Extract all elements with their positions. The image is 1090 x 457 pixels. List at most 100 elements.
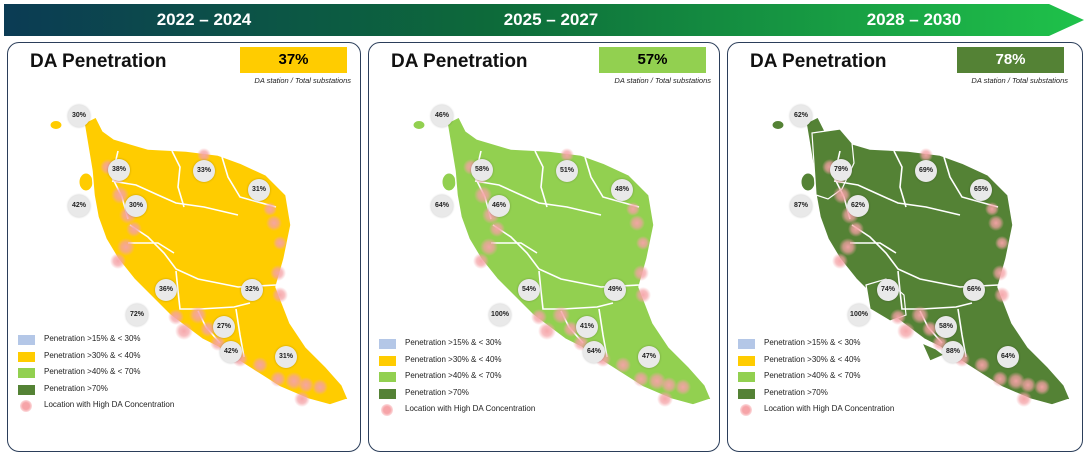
legend-swatch [738,388,755,399]
legend-label: Penetration >70% [44,383,108,393]
high-da-concentration-marker [992,371,1008,387]
high-da-concentration-marker [636,236,650,250]
high-da-concentration-marker [922,321,938,337]
high-da-concentration-marker [1016,391,1032,407]
timeline-arrow: 2022 – 2024 2025 – 2027 2028 – 2030 [4,4,1086,36]
concentration-marker-icon [20,400,32,413]
high-da-concentration-marker [560,148,574,162]
high-da-concentration-marker [897,322,915,340]
island-0 [49,120,63,130]
high-da-concentration-marker [563,321,579,337]
region-penetration-label: 36% [155,279,177,301]
region-penetration-label: 62% [847,195,869,217]
legend-label: Penetration >40% & < 70% [44,367,141,377]
panel-2025-2027: DA Penetration 57% DA station / Total su… [368,42,720,452]
state-border-5 [538,270,614,310]
region-penetration-label: 48% [611,179,633,201]
high-da-concentration-marker [633,371,649,387]
legend-swatch [379,372,396,383]
high-da-concentration-marker [312,379,328,395]
region-penetration-label: 31% [275,346,297,368]
high-da-concentration-marker [270,371,286,387]
island-0 [412,120,426,130]
high-da-concentration-marker [175,322,193,340]
region-penetration-label: 65% [970,179,992,201]
legend-label: Location with High DA Concentration [44,400,175,410]
region-penetration-label: 69% [915,160,937,182]
state-border-8 [491,242,538,254]
high-da-concentration-marker [994,287,1010,303]
region-penetration-label: 42% [68,195,90,217]
high-da-concentration-marker [189,306,207,324]
legend-label: Penetration >30% & < 40% [44,350,141,360]
region-penetration-label: 100% [848,304,870,326]
period-label-1: 2022 – 2024 [156,10,252,29]
high-da-concentration-marker [473,253,489,269]
state-border-1 [171,150,185,208]
high-da-concentration-marker [635,287,651,303]
region-penetration-label: 66% [963,279,985,301]
region-penetration-label: 72% [126,304,148,326]
state-border-4 [492,224,640,288]
legend-swatch [738,355,755,366]
high-da-concentration-marker [985,202,999,216]
region-penetration-label: 46% [431,105,453,127]
high-da-concentration-marker [661,377,677,393]
penetration-subtitle: DA station / Total substations [971,76,1068,85]
island-1 [78,172,94,192]
high-da-concentration-marker [200,321,216,337]
legend-swatch [379,388,396,399]
island-0 [771,120,785,130]
high-da-concentration-marker [272,287,288,303]
region-penetration-label: 62% [790,105,812,127]
high-da-concentration-marker [615,357,631,373]
region-penetration-label: 46% [488,195,510,217]
high-da-concentration-marker [474,186,492,204]
legend-swatch [738,372,755,383]
high-da-concentration-marker [489,221,505,237]
legend-label: Location with High DA Concentration [764,404,895,414]
high-da-concentration-marker [168,309,184,325]
timeline-arrow-shape [4,4,1084,36]
high-da-concentration-marker [538,322,556,340]
penetration-value: 57% [599,47,706,73]
region-penetration-label: 54% [518,279,540,301]
high-da-concentration-marker [995,236,1009,250]
period-label-2: 2025 – 2027 [503,10,599,29]
penetration-value: 37% [240,47,347,73]
region-penetration-label: 64% [583,341,605,363]
state-border-1 [534,150,548,208]
high-da-concentration-marker [480,238,498,256]
high-da-concentration-marker [919,148,933,162]
high-da-concentration-marker [110,253,126,269]
panel-title: DA Penetration [750,51,887,72]
legend-label: Penetration >40% & < 70% [764,371,861,381]
legend-swatch [18,335,35,345]
high-da-concentration-marker [890,309,906,325]
state-border-5 [897,270,973,310]
high-da-concentration-marker [552,306,570,324]
state-border-4 [851,224,999,288]
high-da-concentration-marker [911,306,929,324]
region-penetration-label: 79% [830,159,852,181]
island-1 [800,172,816,192]
region-penetration-label: 58% [935,316,957,338]
penetration-value: 78% [957,47,1064,73]
state-border-4 [129,224,277,288]
region-penetration-label: 47% [638,346,660,368]
penetration-subtitle: DA station / Total substations [254,76,351,85]
state-border-2 [584,156,640,208]
legend-swatch [738,339,755,349]
region-penetration-label: 33% [193,160,215,182]
high-da-concentration-marker [832,253,848,269]
region-penetration-label: 49% [604,279,626,301]
concentration-marker-icon [381,404,393,417]
region-penetration-label: 42% [220,341,242,363]
region-penetration-label: 31% [248,179,270,201]
legend-swatch [18,351,35,362]
region-penetration-label: 41% [576,316,598,338]
high-da-concentration-marker [1020,377,1036,393]
state-border-1 [893,150,907,208]
high-da-concentration-marker [848,221,864,237]
legend-swatch [379,339,396,349]
